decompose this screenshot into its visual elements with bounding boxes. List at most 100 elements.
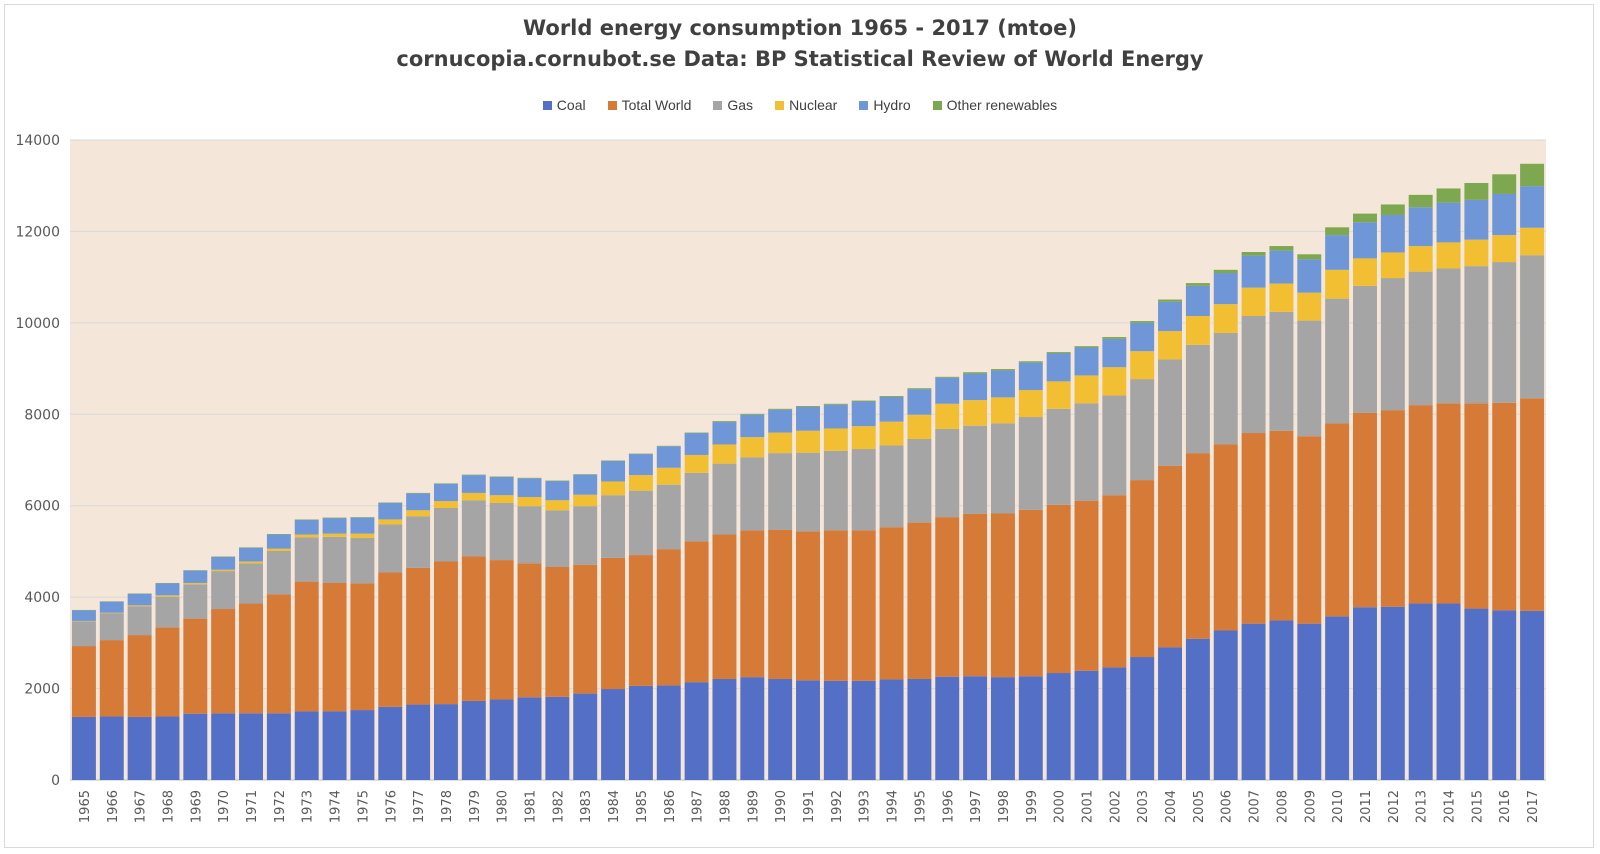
bar-hydro-1995: [907, 389, 932, 415]
bar-total-world-2014: [1436, 403, 1461, 604]
bar-gas-1985: [628, 490, 653, 556]
x-tick-label: 1983: [579, 790, 594, 823]
x-tick-label: 2003: [1136, 790, 1151, 823]
bar-total-world-1994: [879, 527, 904, 680]
bar-coal-1999: [1018, 676, 1043, 780]
bar-hydro-1979: [461, 475, 486, 493]
bar-total-world-2017: [1520, 398, 1545, 611]
bar-hydro-1971: [239, 547, 263, 562]
bar-hydro-1999: [1018, 362, 1043, 391]
bar-coal-1984: [601, 689, 626, 780]
bar-other-renewables-1998: [990, 369, 1015, 371]
bar-gas-2007: [1241, 316, 1266, 434]
x-tick-label: 1991: [802, 790, 817, 823]
bar-hydro-1990: [768, 409, 793, 433]
bar-total-world-1969: [183, 618, 208, 714]
bar-total-world-2000: [1046, 504, 1071, 674]
bar-total-world-1993: [851, 530, 876, 681]
bar-coal-2001: [1074, 670, 1099, 780]
bar-other-renewables-1991: [796, 406, 820, 407]
bar-hydro-1998: [990, 370, 1015, 398]
bar-coal-1993: [851, 680, 876, 780]
bar-gas-2015: [1464, 266, 1489, 404]
x-tick-label: 1975: [356, 790, 371, 823]
bar-coal-1979: [461, 700, 486, 780]
bar-hydro-2001: [1074, 347, 1099, 376]
bar-other-renewables-2010: [1325, 227, 1350, 236]
bar-nuclear-1986: [656, 467, 681, 485]
bar-total-world-2012: [1380, 410, 1405, 607]
bar-gas-1967: [127, 606, 152, 636]
bar-nuclear-1984: [601, 481, 626, 496]
bar-hydro-2006: [1213, 273, 1238, 305]
legend-item-hydro: Hydro: [859, 97, 911, 113]
bar-nuclear-1974: [322, 533, 347, 537]
bar-hydro-2010: [1325, 235, 1350, 270]
bar-hydro-1968: [155, 583, 180, 596]
bar-hydro-2000: [1046, 353, 1071, 382]
bar-nuclear-2000: [1046, 381, 1071, 409]
bar-coal-2009: [1297, 623, 1322, 780]
bar-total-world-2004: [1158, 465, 1183, 648]
bar-coal-1966: [99, 716, 124, 780]
x-tick-label: 1996: [941, 790, 956, 823]
bar-coal-1983: [573, 693, 598, 780]
bar-total-world-1989: [740, 530, 765, 678]
bar-other-renewables-2008: [1269, 246, 1294, 251]
bar-gas-1986: [656, 484, 681, 550]
x-tick-label: 2009: [1303, 790, 1318, 823]
bar-total-world-1997: [963, 513, 988, 677]
bar-nuclear-1973: [294, 534, 319, 538]
x-tick-label: 2014: [1443, 790, 1458, 823]
x-tick-label: 2015: [1470, 790, 1485, 823]
bar-other-renewables-1990: [768, 408, 793, 410]
bar-nuclear-1999: [1018, 390, 1043, 418]
bar-hydro-2013: [1408, 207, 1433, 247]
bar-total-world-1972: [266, 594, 291, 714]
legend-label: Hydro: [873, 97, 911, 113]
bar-hydro-2015: [1464, 199, 1489, 240]
bar-other-renewables-2000: [1046, 352, 1071, 354]
bar-coal-1978: [433, 704, 458, 780]
x-tick-label: 1987: [691, 790, 706, 823]
bar-hydro-2005: [1185, 285, 1210, 316]
bar-gas-2000: [1046, 408, 1071, 505]
bar-coal-1987: [684, 682, 709, 780]
bar-total-world-1992: [823, 530, 848, 681]
bar-total-world-2002: [1102, 495, 1127, 668]
bar-other-renewables-2007: [1241, 252, 1266, 256]
bar-nuclear-2013: [1408, 246, 1433, 272]
bar-nuclear-1978: [433, 501, 458, 508]
bar-gas-1976: [378, 524, 403, 573]
legend-swatch: [859, 100, 869, 110]
x-tick-label: 1993: [858, 790, 873, 823]
bar-other-renewables-1994: [879, 396, 904, 397]
bar-nuclear-1970: [211, 569, 236, 572]
bar-hydro-2008: [1269, 250, 1294, 284]
bar-total-world-1980: [489, 560, 514, 700]
y-tick-label: 2000: [24, 682, 60, 698]
bar-other-renewables-2016: [1492, 174, 1517, 194]
bar-total-world-1999: [1018, 509, 1043, 677]
bar-hydro-1984: [601, 460, 626, 482]
x-tick-label: 2008: [1275, 790, 1290, 823]
bar-gas-2017: [1520, 255, 1545, 399]
bar-total-world-2016: [1492, 402, 1517, 611]
bar-other-renewables-2005: [1185, 283, 1210, 286]
bar-total-world-1998: [990, 513, 1015, 678]
legend-label: Coal: [556, 97, 586, 113]
bar-coal-1992: [823, 680, 848, 780]
bar-coal-1988: [712, 678, 737, 780]
bar-hydro-1993: [851, 401, 876, 427]
y-tick-label: 4000: [24, 590, 60, 606]
legend-item-total-world: Total World: [607, 97, 691, 113]
bar-coal-1995: [907, 678, 932, 780]
bar-gas-2012: [1380, 278, 1405, 411]
bar-hydro-1996: [935, 377, 960, 404]
bar-total-world-2010: [1325, 423, 1350, 617]
y-tick-label: 8000: [24, 407, 60, 423]
bar-hydro-1978: [433, 483, 458, 502]
bar-nuclear-1983: [573, 494, 598, 507]
bar-coal-1989: [740, 677, 765, 780]
